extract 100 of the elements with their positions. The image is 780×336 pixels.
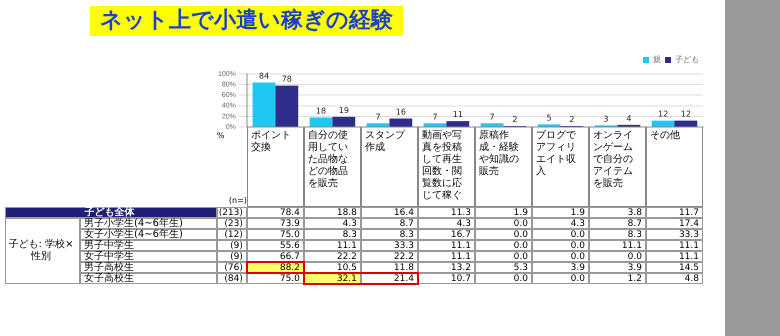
- data-label: 18: [316, 106, 326, 116]
- y-axis-title: %: [216, 131, 224, 140]
- bar: [389, 118, 412, 126]
- data-label: 8.7: [360, 218, 418, 229]
- y-tick-label: 男子高校生: [80, 262, 217, 273]
- data-label: 3: [604, 114, 609, 124]
- data-label: 0.0: [532, 251, 589, 262]
- y2-tick-label: (76): [216, 262, 247, 273]
- x-tick-label: その他: [646, 127, 703, 207]
- legend-label: 親: [653, 55, 661, 64]
- y-tick-label: 男子小学生(4~6年生): [80, 218, 217, 229]
- data-label: 33.3: [360, 240, 418, 251]
- data-label: 10.5: [304, 262, 361, 273]
- bar: [332, 116, 356, 126]
- x-tick-label: 原稿作成・経験や知識の販売: [474, 127, 532, 207]
- data-label: 14.5: [646, 262, 703, 273]
- data-label: 33.3: [646, 229, 703, 240]
- data-label: 17.4: [646, 218, 703, 229]
- data-label: 75.0: [246, 229, 304, 240]
- y-tick-label: 女子中学生: [80, 251, 217, 262]
- x-tick-label: オンラインゲームで自分のアイテムを販売: [588, 127, 646, 207]
- bar: [652, 120, 674, 126]
- bar: [366, 123, 390, 126]
- data-label: 78: [282, 74, 292, 84]
- y2-tick-label: (23): [216, 218, 247, 229]
- data-label: 32.1: [304, 273, 361, 284]
- legend-label: 子ども: [675, 55, 699, 64]
- chart-title: ネット上で小遣い稼ぎの経験: [90, 6, 403, 36]
- data-label: 16: [396, 108, 406, 117]
- y2-tick-label: (9): [216, 240, 247, 251]
- data-label: 11.1: [588, 240, 646, 251]
- data-label: 11.7: [646, 207, 703, 218]
- bar: [446, 121, 470, 126]
- data-label: 11.1: [304, 240, 361, 251]
- data-label: 0.0: [474, 218, 532, 229]
- bar: [424, 123, 446, 126]
- data-label: 18.8: [304, 207, 361, 218]
- y2-tick-label: (84): [216, 273, 247, 284]
- bar: [310, 117, 332, 126]
- data-label: 0.0: [532, 273, 589, 284]
- data-label: 1.2: [588, 273, 646, 284]
- data-label: 2: [569, 115, 574, 124]
- data-label: 11.8: [360, 262, 418, 273]
- data-label: 19: [338, 106, 349, 116]
- data-label: 8.3: [360, 229, 418, 240]
- y2-tick-label: (9): [216, 251, 247, 262]
- data-label: 5: [546, 113, 552, 122]
- y-tick-label: 子ども全体: [5, 207, 217, 218]
- y-tick-label: 女子高校生: [80, 273, 217, 284]
- x-tick-label: スタンプ作成: [360, 127, 418, 207]
- data-label: 8.7: [588, 218, 646, 229]
- data-label: 12: [658, 110, 668, 119]
- data-label: 4.3: [304, 218, 361, 229]
- data-label: 0.0: [474, 251, 532, 262]
- data-label: 55.6: [246, 240, 304, 251]
- data-label: 73.9: [246, 218, 304, 229]
- data-label: 10.7: [418, 273, 475, 284]
- data-label: 4: [626, 114, 632, 123]
- y-tick-label: 女子小学生(4~6年生): [80, 229, 217, 240]
- bar: [252, 82, 276, 126]
- data-label: 0.0: [474, 273, 532, 284]
- text: (n=): [228, 196, 247, 205]
- data-label: 4.3: [532, 218, 589, 229]
- data-label: 11.1: [418, 240, 475, 251]
- x-tick-label: 動画や写真を投稿して再生回数・閲覧数に応じて稼ぐ: [418, 127, 475, 207]
- data-label: 22.2: [304, 251, 361, 262]
- data-label: 7: [432, 112, 438, 122]
- data-label: 0.0: [474, 240, 532, 251]
- data-label: 0.0: [474, 229, 532, 240]
- bar: [275, 86, 298, 126]
- x-tick-label: ブログでアフィリエイト収入: [532, 127, 589, 207]
- data-label: 4.8: [646, 273, 703, 284]
- data-label: 7: [375, 112, 381, 122]
- data-label: 16.4: [360, 207, 418, 218]
- data-label: 21.4: [360, 273, 418, 284]
- data-label: 22.2: [360, 251, 418, 262]
- data-label: 11.3: [418, 207, 475, 218]
- data-label: 3.8: [588, 207, 646, 218]
- x-tick-label: ポイント交換: [246, 127, 304, 207]
- bar: [480, 123, 504, 126]
- data-label: 3.9: [532, 262, 589, 273]
- data-label: 75.0: [246, 273, 304, 284]
- data-label: 0.0: [588, 251, 646, 262]
- data-label: 84: [258, 72, 270, 81]
- x-tick-label: 自分の使用していた品物などの物品を販売: [304, 127, 361, 207]
- data-label: 13.2: [418, 262, 475, 273]
- data-label: 0.0: [532, 229, 589, 240]
- data-label: 11.1: [646, 240, 703, 251]
- data-label: 4.3: [418, 218, 475, 229]
- bar: [674, 120, 698, 126]
- data-label: 11.1: [418, 251, 475, 262]
- data-label: 3.9: [588, 262, 646, 273]
- y-tick-label: 男子中学生: [80, 240, 217, 251]
- data-label: 8.3: [304, 229, 361, 240]
- data-label: 5.3: [474, 262, 532, 273]
- text: 子ども: 学校×性別: [5, 218, 80, 284]
- data-label: 2: [512, 115, 518, 124]
- y2-tick-label: (213): [216, 207, 247, 218]
- data-label: 66.7: [246, 251, 304, 262]
- data-label: 12: [680, 110, 691, 119]
